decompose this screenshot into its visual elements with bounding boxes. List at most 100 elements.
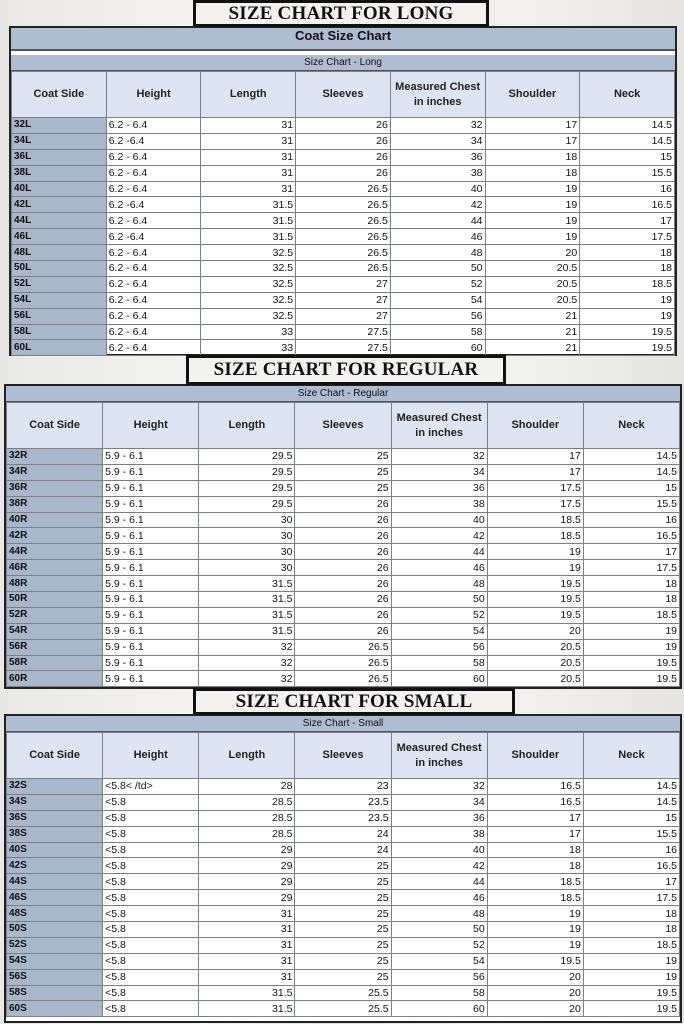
measurement-cell: 20.5: [484, 291, 581, 309]
measurement-cell: 18.5: [582, 936, 681, 954]
measurement-cell: 16: [582, 511, 681, 529]
column-header: Length: [198, 732, 296, 779]
measurement-cell: 17: [579, 212, 675, 230]
height-cell: 5.9 - 6.1: [102, 622, 200, 640]
size-cell: 60S: [5, 1000, 104, 1018]
size-cell: 58L: [11, 323, 107, 341]
measurement-cell: 52: [389, 275, 486, 293]
size-cell: 54L: [11, 291, 107, 309]
measurement-cell: 24: [294, 841, 392, 859]
measurement-cell: 17: [486, 448, 584, 465]
column-header: Length: [198, 402, 296, 449]
size-cell: 40L: [11, 180, 107, 198]
size-cell: 50R: [5, 591, 104, 608]
height-cell: 5.9 - 6.1: [102, 606, 200, 624]
measurement-cell: 26.5: [294, 638, 392, 656]
measurement-cell: 26: [294, 591, 392, 608]
measurement-cell: 32: [198, 670, 296, 688]
measurement-cell: 30: [198, 527, 296, 545]
size-cell: 44R: [5, 543, 104, 561]
measurement-cell: 60: [390, 670, 488, 688]
height-cell: <5.8: [102, 984, 200, 1002]
measurement-cell: 18: [486, 841, 584, 859]
measurement-cell: 15.5: [579, 164, 675, 182]
table-row: 32L 6.2 - 6.4 31 26 32 17 14.5: [11, 117, 675, 134]
measurement-cell: 31.5: [198, 575, 296, 593]
measurement-cell: 26: [294, 511, 392, 529]
height-cell: 5.9 - 6.1: [102, 479, 200, 497]
height-cell: 5.9 - 6.1: [102, 463, 200, 481]
measurement-cell: 20.5: [486, 638, 584, 656]
size-cell: 56R: [5, 638, 104, 656]
height-cell: <5.8: [102, 905, 200, 923]
measurement-cell: 25: [294, 952, 392, 970]
measurement-cell: 19: [579, 291, 675, 309]
measurement-cell: 17: [582, 873, 681, 891]
measurement-cell: 28.5: [198, 809, 296, 827]
column-header: Sleeves: [295, 71, 391, 118]
header-row: Coat Side Height Length Sleeves Measured Che…: [11, 71, 675, 118]
size-cell: 58R: [5, 654, 104, 672]
measurement-cell: 16.5: [486, 778, 584, 795]
measurement-cell: 20.5: [484, 275, 581, 293]
table-row: 44L 6.2 - 6.4 31.5 26.5 44 19 17: [11, 212, 675, 230]
measurement-cell: 31.5: [198, 984, 296, 1002]
size-cell: 32R: [5, 448, 104, 465]
table-row: 48L 6.2 - 6.4 32.5 26.5 48 20 18: [11, 244, 675, 262]
measurement-cell: 16.5: [582, 857, 681, 875]
measurement-cell: 26: [295, 148, 391, 166]
table-row: 46R 5.9 - 6.1 30 26 46 19 17.5: [5, 559, 681, 577]
measurement-cell: 25: [294, 905, 392, 923]
measurement-cell: 56: [390, 968, 488, 986]
measurement-cell: 19: [486, 936, 584, 954]
size-cell: 54R: [5, 622, 104, 640]
height-cell: 6.2 - 6.4: [105, 148, 202, 166]
measurement-cell: 19.5: [486, 606, 584, 624]
table-row: 60L 6.2 - 6.4 33 27.5 60 21 19.5: [11, 339, 675, 357]
measurement-cell: 26: [294, 543, 392, 561]
size-cell: 36R: [5, 479, 104, 497]
column-header: Coat Side: [5, 732, 104, 779]
measurement-cell: 25.5: [294, 984, 392, 1002]
measurement-cell: 17: [484, 117, 581, 134]
measurement-cell: 19.5: [579, 323, 675, 341]
measurement-cell: 32.5: [200, 307, 297, 325]
measurement-cell: 19: [582, 952, 681, 970]
table-row: 58R 5.9 - 6.1 32 26.5 58 20.5 19.5: [5, 654, 681, 672]
size-cell: 54S: [5, 952, 104, 970]
table-row: 38R 5.9 - 6.1 29.5 26 38 17.5 15.5: [5, 495, 681, 513]
table-row: 36R 5.9 - 6.1 29.5 25 36 17.5 15: [5, 479, 681, 497]
measurement-cell: 31.5: [200, 212, 297, 230]
measurement-cell: 46: [390, 889, 488, 907]
measurement-cell: 17: [486, 463, 584, 481]
measurement-cell: 18: [582, 591, 681, 608]
measurement-cell: 19.5: [582, 984, 681, 1002]
table-row: 52S <5.8 31 25 52 19 18.5: [5, 936, 681, 954]
measurement-cell: 32: [390, 778, 488, 795]
measurement-cell: 20: [486, 984, 584, 1002]
measurement-cell: 19.5: [582, 654, 681, 672]
measurement-cell: 32: [389, 117, 486, 134]
table-row: 58L 6.2 - 6.4 33 27.5 58 21 19.5: [11, 323, 675, 341]
table-row: 46L 6.2 -6.4 31.5 26.5 46 19 17.5: [11, 228, 675, 246]
column-header: Measured Chest in inches: [390, 732, 488, 779]
measurement-cell: 27: [295, 291, 391, 309]
table-row: 60S <5.8 31.5 25.5 60 20 19.5: [5, 1000, 681, 1018]
size-cell: 40R: [5, 511, 104, 529]
measurement-cell: 19.5: [486, 952, 584, 970]
measurement-cell: 32: [198, 638, 296, 656]
measurement-cell: 27.5: [295, 323, 391, 341]
size-cell: 42S: [5, 857, 104, 875]
measurement-cell: 15: [582, 479, 681, 497]
column-header: Sleeves: [294, 732, 392, 779]
measurement-cell: 36: [389, 148, 486, 166]
measurement-cell: 31: [200, 164, 297, 182]
measurement-cell: 19: [486, 543, 584, 561]
measurement-cell: 50: [389, 260, 486, 277]
measurement-cell: 26: [294, 559, 392, 577]
measurement-cell: 30: [198, 559, 296, 577]
height-cell: 5.9 - 6.1: [102, 638, 200, 656]
measurement-cell: 26.5: [295, 212, 391, 230]
measurement-cell: 18.5: [582, 606, 681, 624]
height-cell: 5.9 - 6.1: [102, 654, 200, 672]
